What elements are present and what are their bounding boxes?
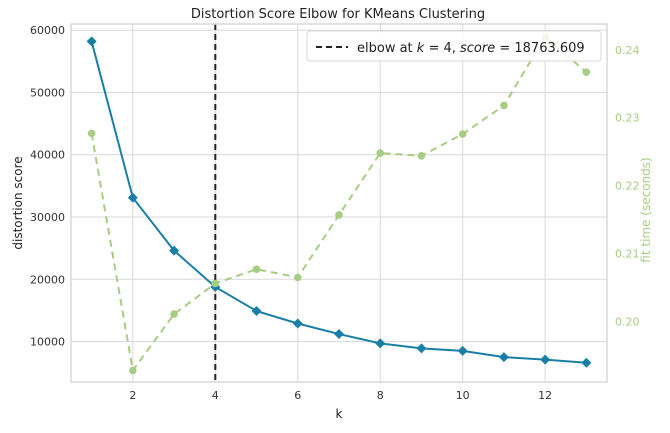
fit-time-point: [293, 273, 302, 282]
y-tick-label: 30000: [30, 211, 65, 224]
fit-time-point: [170, 310, 178, 318]
legend-box: [306, 30, 602, 62]
x-tick-label: 12: [538, 389, 552, 402]
y-tick-label: 40000: [30, 149, 65, 162]
plot-frame: [70, 23, 608, 383]
legend-elbow-label: elbow at k = 4, score = 18763.609: [357, 41, 585, 56]
legend: elbow at k = 4, score = 18763.609: [306, 30, 602, 62]
distortion-line: [90, 41, 587, 364]
fit-time-point: [211, 279, 220, 288]
y-tick-label: 60000: [30, 24, 65, 37]
distortion-point: [127, 192, 138, 203]
legend-k-value: = 4,: [424, 41, 460, 56]
fit-time-point: [458, 130, 467, 138]
legend-score-value: = 18763.609: [495, 41, 584, 56]
distortion-point: [540, 354, 551, 365]
y2-tick-label: 0.21: [615, 248, 640, 261]
fit-time-point: [252, 265, 261, 274]
y-tick-label: 50000: [30, 86, 65, 99]
x-axis-label: k: [336, 407, 343, 421]
y2-tick-label: 0.23: [615, 112, 640, 125]
y-axis-label: distortion score: [11, 156, 25, 249]
fit-time-point: [129, 366, 137, 375]
x-tick-label: 2: [129, 389, 136, 402]
distortion-point: [375, 338, 386, 349]
distortion-point: [292, 318, 303, 329]
y2-axis-label: fit time (seconds): [639, 157, 653, 262]
y2-tick-label: 0.20: [615, 316, 640, 329]
grid: [71, 24, 607, 382]
x-tick-label: 6: [294, 389, 301, 402]
y2-tick-label: 0.24: [615, 44, 640, 57]
x-tick-label: 8: [377, 389, 384, 402]
legend-k: k: [417, 41, 425, 56]
distortion-point: [498, 352, 509, 363]
distortion-series: [86, 36, 592, 368]
y2-tick-label: 0.22: [615, 180, 640, 193]
distortion-point: [169, 245, 180, 256]
fit-time-point: [500, 101, 508, 110]
legend-score: score: [460, 41, 495, 56]
distortion-point: [251, 306, 262, 317]
fit-time-point: [335, 211, 343, 219]
distortion-point: [334, 329, 344, 340]
fit-time-line: [90, 35, 588, 373]
y-tick-label: 20000: [30, 273, 65, 286]
fit-time-point: [582, 68, 591, 77]
fit-time-point: [87, 129, 96, 138]
distortion-point: [457, 345, 468, 356]
fit-time-series: [87, 33, 591, 375]
x-tick-label: 4: [212, 389, 219, 402]
x-tick-label: 10: [456, 389, 470, 402]
fit-time-point: [417, 151, 426, 160]
y-tick-label: 10000: [30, 336, 65, 349]
fit-time-point: [376, 149, 385, 157]
distortion-point: [581, 357, 592, 368]
chart-title: Distortion Score Elbow for KMeans Cluste…: [191, 7, 485, 22]
distortion-point: [86, 36, 97, 47]
distortion-point: [416, 343, 427, 354]
legend-prefix: elbow at: [357, 41, 417, 56]
tick-labels: 2 4 6 8 10 12 10000 20000 30000 40000 50000 60000 0.…: [30, 24, 640, 402]
